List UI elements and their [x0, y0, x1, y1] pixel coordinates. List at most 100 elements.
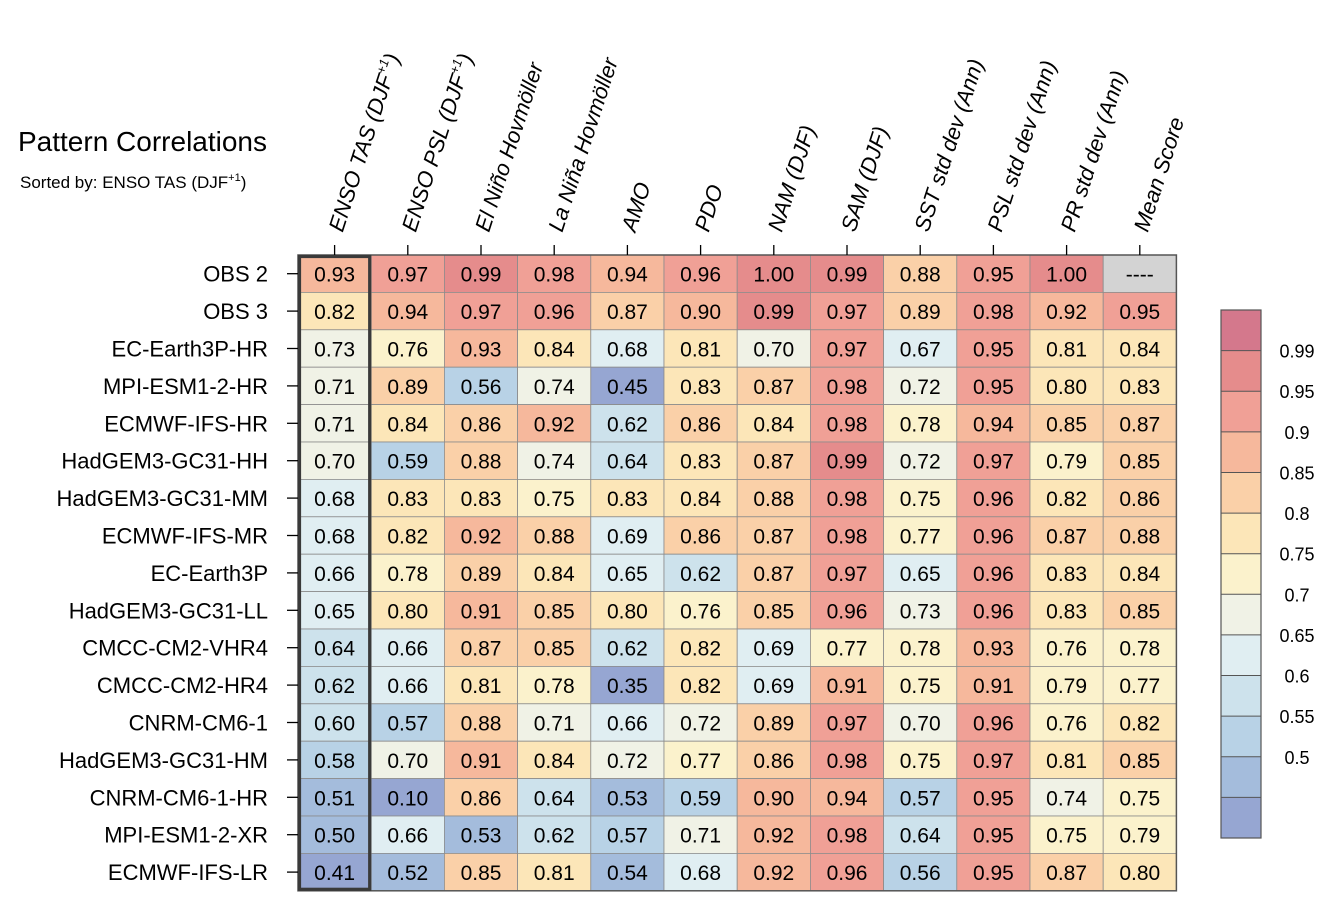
row-label: MPI-ESM1-2-XR: [104, 823, 268, 848]
cell-value: 0.62: [534, 825, 575, 848]
heatmap-cell: [1029, 740, 1104, 780]
heatmap-cell: [443, 703, 518, 742]
cell-value: 0.99: [753, 301, 794, 324]
heatmap-cell: [736, 478, 811, 518]
column-label: El Niño Hovmöller: [470, 58, 549, 235]
heatmap-cell: [590, 778, 665, 817]
heatmap-cell: [297, 291, 372, 331]
heatmap-cell: [663, 329, 738, 368]
heatmap-cell: [370, 254, 445, 293]
heatmap-cell: [956, 591, 1031, 630]
cell-value: 0.35: [607, 675, 648, 698]
cell-value: 0.81: [534, 862, 575, 885]
heatmap-cell: [1102, 628, 1177, 667]
row-label: ECMWF-IFS-MR: [102, 524, 268, 549]
heatmap-cell: [590, 516, 665, 555]
heatmap-cell: [517, 628, 592, 667]
colorbar-tick-label: 0.6: [1284, 667, 1309, 687]
cell-value: 0.95: [973, 376, 1014, 399]
cell-value: 0.96: [973, 713, 1014, 736]
heatmap-cell: [956, 254, 1031, 293]
sorted-column-highlight: [297, 254, 372, 891]
heatmap-cell: [883, 329, 958, 368]
cell-value: 0.58: [314, 750, 355, 773]
heatmap-cell: [663, 254, 738, 293]
colorbar-segment: [1221, 553, 1261, 595]
cell-value: 0.69: [753, 675, 794, 698]
column-label: SST std dev (Ann): [909, 56, 988, 235]
heatmap-cell: [1029, 628, 1104, 667]
cell-value: 0.95: [973, 787, 1014, 810]
cell-value: 0.72: [900, 451, 941, 474]
cell-value: 0.90: [753, 787, 794, 810]
cell-value: 0.86: [461, 413, 502, 436]
cell-value: 0.82: [1119, 713, 1160, 736]
cell-value: 0.96: [973, 600, 1014, 623]
cell-value: 0.83: [1046, 600, 1087, 623]
cell-value: 0.85: [1046, 413, 1087, 436]
cell-value: 0.64: [900, 825, 941, 848]
cell-value: 0.74: [534, 376, 575, 399]
cell-value: 0.83: [461, 488, 502, 511]
cell-value: 0.97: [827, 301, 868, 324]
cell-value: 0.87: [753, 526, 794, 549]
cell-value: 0.98: [827, 526, 868, 549]
cell-value: 0.66: [607, 713, 648, 736]
cell-value: 0.60: [314, 713, 355, 736]
cell-value: 0.74: [534, 451, 575, 474]
cell-value: 0.89: [461, 563, 502, 586]
cell-value: 0.62: [607, 413, 648, 436]
heatmap-cell: [1029, 591, 1104, 630]
row-label: OBS 2: [203, 262, 268, 287]
cell-value: 0.86: [680, 526, 721, 549]
cell-value: 0.75: [900, 675, 941, 698]
heatmap-cell: [590, 591, 665, 630]
heatmap-cell: [736, 666, 811, 705]
cell-value: 0.91: [461, 600, 502, 623]
cell-value: 0.94: [973, 413, 1014, 436]
cell-value: 0.75: [534, 488, 575, 511]
column-label: PSL std dev (Ann): [982, 57, 1061, 234]
heatmap-cell: [517, 703, 592, 742]
colorbar-segment: [1221, 513, 1261, 554]
heatmap-cell: [297, 366, 372, 406]
cell-value: 0.91: [827, 675, 868, 698]
cell-value: 0.85: [753, 600, 794, 623]
cell-value: 0.83: [680, 451, 721, 474]
colorbar-segment: [1221, 756, 1261, 798]
cell-value: 0.62: [607, 638, 648, 661]
cell-value: 0.73: [314, 339, 355, 362]
heatmap-cell: [663, 853, 738, 892]
cell-value: 0.93: [973, 638, 1014, 661]
cell-value: 0.77: [1119, 675, 1160, 698]
heatmap-cell: [736, 628, 811, 667]
heatmap-cell: [1029, 516, 1104, 555]
cell-value: 0.72: [607, 750, 648, 773]
cell-value: 0.64: [607, 451, 648, 474]
cell-value: 0.95: [973, 862, 1014, 885]
heatmap-cell: [517, 591, 592, 630]
row-label: HadGEM3-GC31-MM: [57, 486, 268, 511]
cell-value: 0.88: [900, 264, 941, 287]
heatmap-cell: [1102, 815, 1177, 854]
heatmap-cell: [736, 815, 811, 854]
colorbar-tick-label: 0.55: [1279, 707, 1314, 727]
heatmap-cell: [1102, 441, 1177, 480]
colorbar-segment: [1221, 716, 1261, 757]
cell-value: 0.88: [534, 526, 575, 549]
heatmap-cell: [1029, 703, 1104, 742]
heatmap-cell: [1029, 666, 1104, 705]
heatmap-cell: [443, 478, 518, 518]
cell-value: 0.98: [534, 264, 575, 287]
cell-value: 0.96: [827, 862, 868, 885]
cell-value: 0.92: [534, 413, 575, 436]
heatmap-cell: [590, 291, 665, 331]
cell-value: 0.83: [1046, 563, 1087, 586]
cell-value: 0.62: [314, 675, 355, 698]
heatmap-cell: [1029, 441, 1104, 480]
cell-value: 1.00: [753, 264, 794, 287]
colorbar-tick-label: 0.75: [1279, 545, 1314, 565]
heatmap-cell: [443, 553, 518, 593]
colorbar-segment: [1221, 431, 1261, 473]
